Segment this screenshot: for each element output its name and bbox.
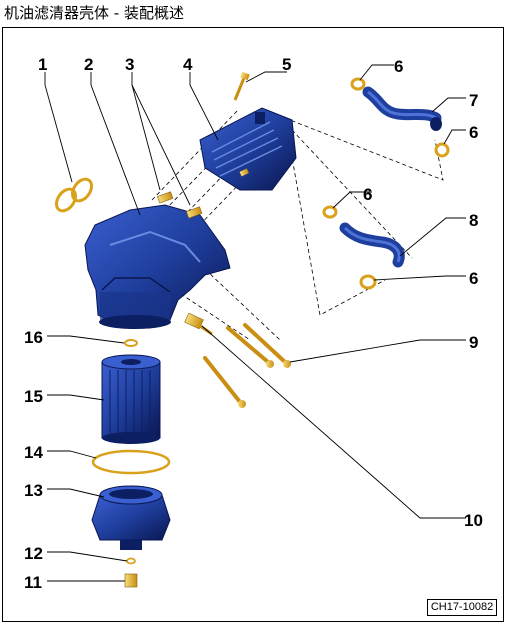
- leader-lines: [44, 64, 466, 582]
- sleeves-3: [157, 191, 203, 219]
- callout-6a: 6: [394, 57, 403, 76]
- figure-code: CH17-10082: [427, 599, 497, 616]
- o-ring-14: [91, 449, 171, 475]
- callout-6c: 6: [363, 185, 372, 204]
- coolant-hose-8: [339, 222, 405, 268]
- callout-1: 1: [38, 55, 47, 74]
- hose-clamps-6: [322, 77, 450, 290]
- page-title: 机油滤清器壳体 - 装配概述: [4, 4, 184, 22]
- filter-cap-13: [91, 485, 171, 550]
- oil-cooler-4: [199, 107, 297, 191]
- bolt-5: [233, 71, 250, 101]
- bolt-heads-9: [238, 360, 291, 408]
- callout-11: 11: [24, 573, 42, 592]
- callout-4: 4: [183, 55, 193, 74]
- diagram-frame: [2, 27, 504, 622]
- filter-element-15: [101, 354, 161, 444]
- seal-12: [126, 557, 136, 565]
- oil-filter-housing-2: [84, 204, 231, 329]
- callout-6d: 6: [469, 269, 478, 288]
- callout-numbers: 1 2 3 4 5 6 6 6 6 7 8 9 10 11 12 13 14 1…: [24, 55, 483, 592]
- callout-2: 2: [84, 55, 93, 74]
- callout-9: 9: [469, 333, 478, 352]
- callout-6b: 6: [469, 123, 478, 142]
- callout-14: 14: [24, 443, 43, 462]
- callout-7: 7: [469, 91, 478, 110]
- coolant-hose-7: [362, 86, 442, 131]
- bolts-9: [203, 323, 287, 404]
- callout-3: 3: [125, 55, 134, 74]
- callout-12: 12: [24, 544, 43, 563]
- gasket-1: [54, 177, 94, 213]
- o-ring-16: [124, 339, 138, 347]
- callout-8: 8: [469, 211, 478, 230]
- drain-plug-11: [124, 573, 138, 588]
- callout-5: 5: [282, 55, 291, 74]
- callout-16: 16: [24, 328, 43, 347]
- callout-10: 10: [464, 511, 483, 530]
- callout-15: 15: [24, 387, 43, 406]
- callout-13: 13: [24, 481, 43, 500]
